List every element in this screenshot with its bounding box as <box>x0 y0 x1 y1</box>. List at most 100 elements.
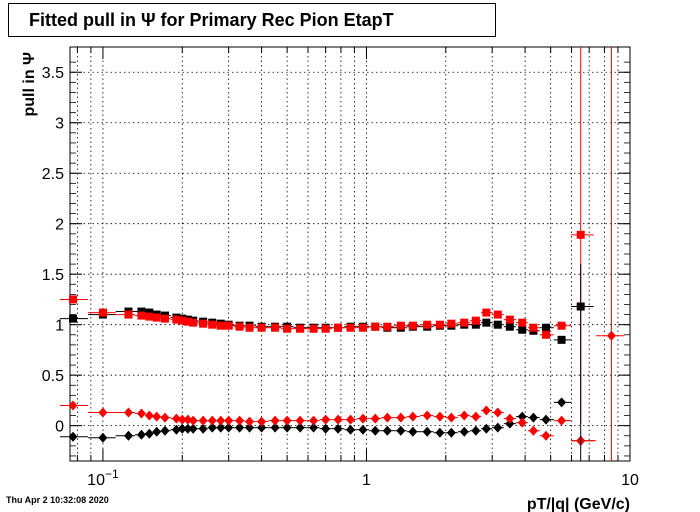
data-point-diamond <box>435 427 445 438</box>
data-point-square <box>178 316 187 325</box>
data-point-diamond <box>152 411 162 422</box>
data-point-diamond <box>446 412 456 423</box>
data-point-diamond <box>408 411 418 422</box>
data-point-diamond <box>493 422 503 433</box>
data-point-diamond <box>309 415 319 426</box>
data-point-diamond <box>422 410 432 421</box>
data-point-diamond <box>282 422 292 433</box>
data-point-diamond <box>160 425 170 436</box>
data-point-diamond <box>471 411 481 422</box>
data-point-diamond <box>435 411 445 422</box>
data-point-diamond <box>370 425 380 436</box>
data-point-diamond <box>224 422 234 433</box>
data-point-diamond <box>528 425 538 436</box>
data-point-square <box>396 321 405 330</box>
data-point-square <box>208 320 217 329</box>
data-point-diamond <box>144 410 154 421</box>
data-point-diamond <box>471 425 481 436</box>
chart-title: Fitted pull in Ψ for Primary Rec Pion Et… <box>8 3 496 37</box>
data-point-diamond <box>517 417 527 428</box>
data-point-diamond <box>136 429 146 440</box>
data-point-square <box>493 320 502 329</box>
data-point-square <box>183 317 192 326</box>
data-point-square <box>145 308 154 317</box>
data-point-square <box>137 311 146 320</box>
data-point-square <box>460 318 469 327</box>
data-point-square <box>296 324 305 333</box>
data-point-diamond <box>98 407 108 418</box>
data-point-diamond <box>270 415 280 426</box>
data-point-square <box>408 321 417 330</box>
data-point-diamond <box>321 414 331 425</box>
data-point-square <box>235 322 244 331</box>
data-point-square <box>309 324 318 333</box>
data-point-square <box>505 315 514 324</box>
data-point-square <box>447 319 456 328</box>
data-point-square <box>137 307 146 316</box>
data-point-diamond <box>370 413 380 424</box>
plot-frame <box>69 46 631 462</box>
data-point-diamond <box>188 423 198 434</box>
data-point-diamond <box>68 431 78 442</box>
data-point-diamond <box>235 415 245 426</box>
data-point-square <box>160 314 169 323</box>
data-point-square <box>145 312 154 321</box>
data-point-square <box>529 323 538 332</box>
y-axis-label: pull in Ψ <box>21 52 38 117</box>
data-point-square <box>189 318 198 327</box>
data-point-diamond <box>333 423 343 434</box>
data-point-diamond <box>541 430 551 441</box>
data-point-diamond <box>198 415 208 426</box>
data-point-diamond <box>144 428 154 439</box>
data-point-diamond <box>68 400 78 411</box>
data-point-diamond <box>557 415 567 426</box>
data-point-diamond <box>257 416 267 427</box>
data-point-diamond <box>177 414 187 425</box>
data-marks <box>60 47 625 461</box>
data-point-diamond <box>235 422 245 433</box>
data-point-diamond <box>309 422 319 433</box>
data-point-diamond <box>493 407 503 418</box>
data-point-diamond <box>257 422 267 433</box>
data-point-diamond <box>346 424 356 435</box>
data-point-square <box>518 325 527 334</box>
data-point-diamond <box>541 414 551 425</box>
data-point-square <box>541 323 550 332</box>
data-point-square <box>371 322 380 331</box>
data-point-square <box>152 313 161 322</box>
data-point-square <box>283 324 292 333</box>
data-point-square <box>224 321 233 330</box>
x-tick-label: 10−1 <box>87 467 119 489</box>
y-tick-label: 3.5 <box>42 65 64 82</box>
data-point-square <box>257 323 266 332</box>
y-tick-label: 3 <box>55 116 64 133</box>
data-point-diamond <box>123 407 133 418</box>
y-tick-label: 0.5 <box>42 368 64 385</box>
data-point-diamond <box>171 413 181 424</box>
y-tick-label: 2 <box>55 217 64 234</box>
x-axis-label: pT/|q| (GeV/c) <box>527 496 630 512</box>
x-tick-label: 10 <box>621 472 639 489</box>
data-point-diamond <box>321 423 331 434</box>
axes: 0 0.5 1 1.5 2 2.5 3 3.5 10−1 1 10 <box>42 46 639 489</box>
data-point-diamond <box>481 405 491 416</box>
y-tick-label: 2.5 <box>42 166 64 183</box>
data-point-diamond <box>422 426 432 437</box>
data-point-square <box>482 318 491 327</box>
data-point-diamond <box>123 430 133 441</box>
data-point-square <box>245 323 254 332</box>
data-point-square <box>541 330 550 339</box>
data-point-square <box>557 335 566 344</box>
data-point-diamond <box>136 408 146 419</box>
data-point-square <box>98 308 107 317</box>
data-point-diamond <box>160 412 170 423</box>
data-point-diamond <box>171 424 181 435</box>
data-point-square <box>493 310 502 319</box>
y-tick-label: 1.5 <box>42 267 64 284</box>
data-point-square <box>216 321 225 330</box>
data-point-diamond <box>505 418 515 429</box>
data-point-diamond <box>282 415 292 426</box>
data-point-diamond <box>188 415 198 426</box>
data-point-diamond <box>557 397 567 408</box>
data-point-square <box>358 323 367 332</box>
